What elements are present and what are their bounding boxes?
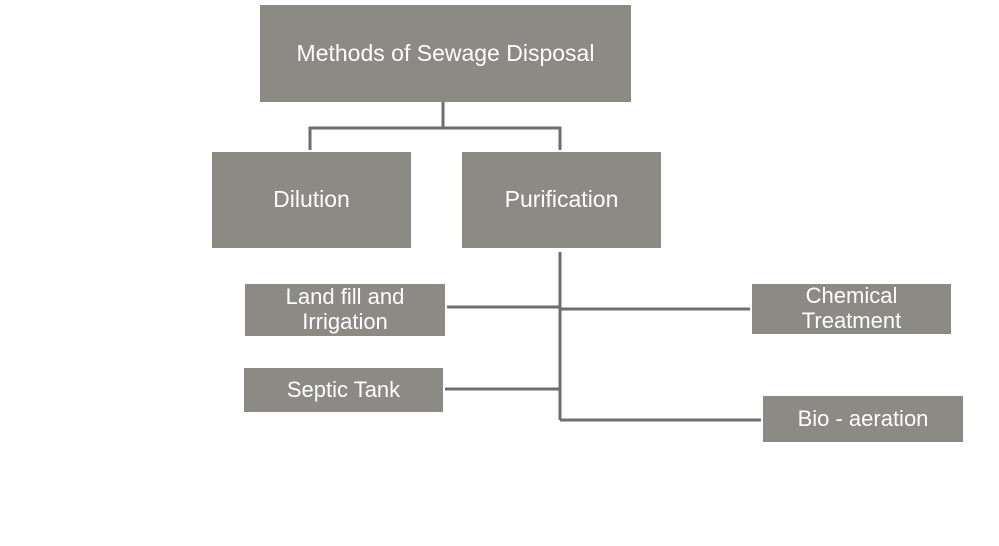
purification-node: Purification [462, 152, 661, 248]
bio-aeration-label: Bio - aeration [797, 405, 929, 431]
landfill-irrigation-node: Land fill and Irrigation [245, 284, 445, 336]
bio-aeration-node: Bio - aeration [763, 396, 963, 442]
purification-node-label: Purification [504, 186, 619, 213]
chemical-treatment-node: Chemical Treatment [752, 284, 951, 334]
landfill-label-line2: Irrigation [302, 309, 388, 334]
septic-tank-label: Septic Tank [286, 376, 401, 402]
root-node-label: Methods of Sewage Disposal [296, 39, 595, 66]
chemical-label-line2: Treatment [801, 308, 902, 333]
root-node: Methods of Sewage Disposal [260, 5, 631, 102]
connector-root-to-children [308, 102, 562, 150]
landfill-label-line1: Land fill and [285, 284, 405, 310]
chemical-label-line1: Chemical [805, 283, 898, 309]
septic-tank-node: Septic Tank [244, 368, 443, 412]
dilution-node: Dilution [212, 152, 411, 248]
dilution-node-label: Dilution [273, 186, 350, 213]
